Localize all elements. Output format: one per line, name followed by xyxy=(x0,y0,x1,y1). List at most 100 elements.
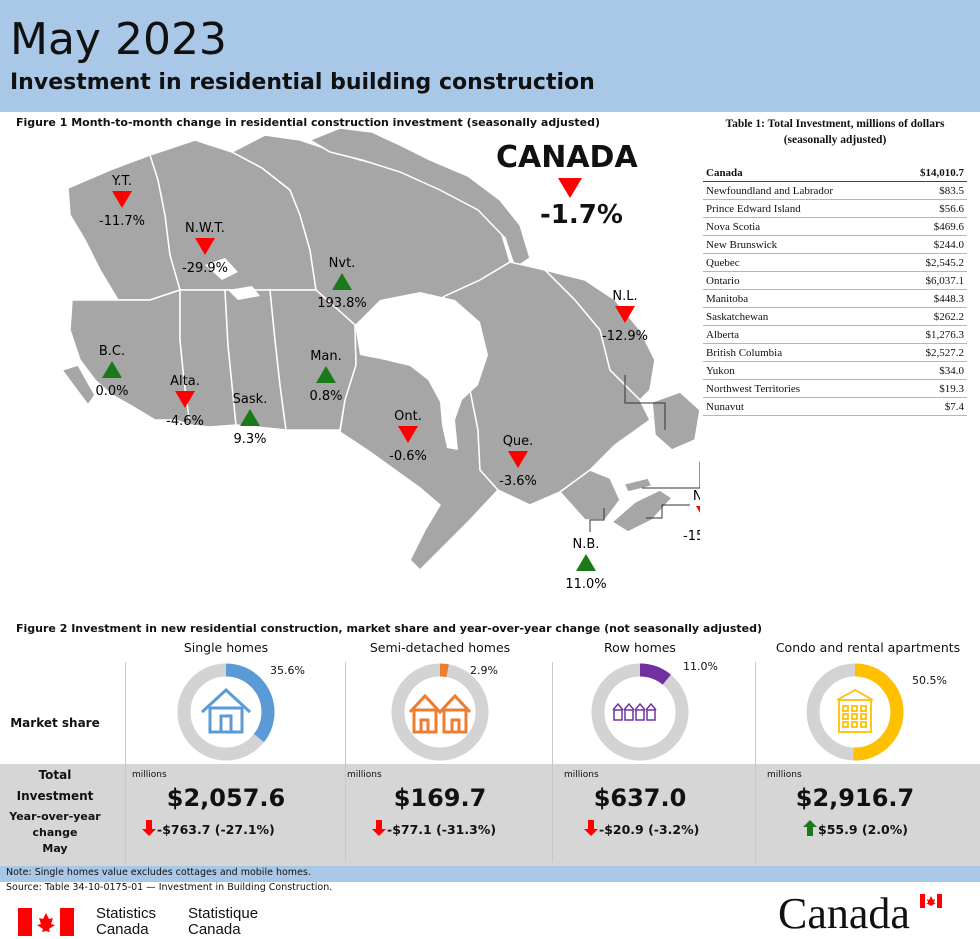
millions-label: millions xyxy=(767,770,802,780)
table-cell-value: $1,276.3 xyxy=(894,325,967,344)
map-pei xyxy=(622,477,654,493)
table-row: Northwest Territories $19.3 xyxy=(703,379,967,398)
yoy-change: $55.9 (2.0%) xyxy=(803,820,908,837)
donut-share-arc xyxy=(591,663,689,761)
up-triangle-icon xyxy=(332,273,352,290)
total-investment-value: $2,916.7 xyxy=(795,784,915,812)
table-cell-name: New Brunswick xyxy=(703,235,895,254)
yoy-change: -$763.7 (-27.1%) xyxy=(142,820,275,837)
region-marker: N.W.T. -29.9% xyxy=(182,221,228,276)
table-cell-value: $244.0 xyxy=(894,235,967,254)
table-row: Quebec $2,545.2 xyxy=(703,253,967,272)
region-abbr: N.B. xyxy=(573,537,600,552)
category-title: Row homes xyxy=(604,640,676,655)
donut-track xyxy=(591,663,689,761)
canada-map: Y.T. -11.7% N.W.T. -29.9% Nvt. 193.8% B.C. 0.0%… xyxy=(60,127,700,592)
yoy-change: -$77.1 (-31.3%) xyxy=(372,820,496,837)
table-cell-value: $7.4 xyxy=(894,397,967,416)
down-arrow-icon xyxy=(584,820,598,836)
wordmark-flag-icon xyxy=(920,894,942,908)
map-great-slave-lake xyxy=(228,286,260,300)
region-marker: N.B. 11.0% xyxy=(565,537,606,592)
region-abbr: N.S. xyxy=(693,489,700,504)
down-arrow-icon xyxy=(142,820,156,836)
down-triangle-icon xyxy=(508,451,528,468)
map-arctic-islands xyxy=(308,127,531,270)
row-homes-icon xyxy=(612,702,657,721)
table1-title-line1: Table 1: Total Investment, millions of d… xyxy=(725,118,945,130)
region-abbr: Que. xyxy=(503,434,534,449)
table-row: Newfoundland and Labrador $83.5 xyxy=(703,181,967,200)
millions-label: millions xyxy=(132,770,167,780)
region-abbr: Ont. xyxy=(394,409,422,424)
table-cell-name: Nunavut xyxy=(703,397,895,416)
header-banner: May 2023 Investment in residential build… xyxy=(0,0,980,112)
category-title: Single homes xyxy=(183,640,269,655)
leader-lines xyxy=(589,375,700,532)
table-cell-name: Northwest Territories xyxy=(703,379,895,398)
table-header-row: Canada $14,010.7 xyxy=(703,164,967,182)
yoy-change-text: -$77.1 (-31.3%) xyxy=(387,822,497,837)
region-abbr: Y.T. xyxy=(111,174,132,189)
region-value: 9.3% xyxy=(233,432,266,447)
total-investment-value: $169.7 xyxy=(393,784,487,812)
statcan-fr-line1: Statistique xyxy=(188,905,259,922)
statcan-fr-line2: Canada xyxy=(188,921,241,938)
statcan-french: Statistique Canada xyxy=(188,906,258,938)
down-triangle-icon xyxy=(112,191,132,208)
total-label-line1: Total xyxy=(38,768,72,782)
totals-band xyxy=(0,764,980,866)
donut-share-arc xyxy=(806,663,904,761)
canada-wordmark: Canada xyxy=(778,889,910,938)
table-row: British Columbia $2,527.2 xyxy=(703,343,967,362)
category-title: Condo and rental apartments xyxy=(775,640,961,655)
map-new-brunswick xyxy=(558,469,621,521)
region-value: -15.4% xyxy=(683,529,700,544)
total-investment-value: $2,057.6 xyxy=(166,784,286,812)
table-row: Nova Scotia $469.6 xyxy=(703,217,967,236)
table1-title: Table 1: Total Investment, millions of d… xyxy=(700,116,970,148)
table-cell-value: $262.2 xyxy=(894,307,967,326)
region-abbr: Sask. xyxy=(233,392,268,407)
region-value: 0.8% xyxy=(309,389,342,404)
house-icon xyxy=(200,687,252,734)
market-share-value: 11.0% xyxy=(683,660,718,673)
down-arrow-icon xyxy=(372,820,386,836)
yoy-change-text: $55.9 (2.0%) xyxy=(818,822,908,837)
statcan-en-line1: Statistics xyxy=(96,905,157,922)
map-nova-scotia xyxy=(610,489,674,533)
column-divider xyxy=(345,662,346,862)
millions-label: millions xyxy=(347,770,382,780)
down-triangle-icon xyxy=(398,426,418,443)
table-row: Yukon $34.0 xyxy=(703,361,967,380)
table-cell-name: Alberta xyxy=(703,325,895,344)
total-investment-value: $637.0 xyxy=(593,784,687,812)
table-cell-value: $448.3 xyxy=(894,289,967,308)
region-marker: Alta. -4.6% xyxy=(166,374,204,429)
table-cell-name: Ontario xyxy=(703,271,895,290)
table-cell-name: British Columbia xyxy=(703,343,895,362)
table-header-name: Canada xyxy=(703,164,895,182)
table-cell-value: $34.0 xyxy=(894,361,967,380)
down-triangle-icon xyxy=(195,238,215,255)
canada-label: CANADA xyxy=(496,140,638,175)
note-text: Note: Single homes value excludes cottag… xyxy=(6,867,311,878)
down-triangle-icon xyxy=(615,306,635,323)
map-vancouver-island xyxy=(60,364,96,407)
region-abbr: N.W.T. xyxy=(185,221,225,236)
yoy-change-text: -$763.7 (-27.1%) xyxy=(157,822,275,837)
region-marker: Nvt. 193.8% xyxy=(317,256,367,311)
table-cell-value: $2,545.2 xyxy=(894,253,967,272)
leader-ns xyxy=(646,504,690,519)
map-hudson-bay xyxy=(355,292,488,420)
region-abbr: Man. xyxy=(310,349,342,364)
yoy-change: -$20.9 (-3.2%) xyxy=(584,820,699,837)
region-marker: B.C. 0.0% xyxy=(95,344,128,399)
table-cell-value: $19.3 xyxy=(894,379,967,398)
up-arrow-icon xyxy=(803,820,817,836)
leader-nl xyxy=(624,375,666,430)
canada-value: -1.7% xyxy=(540,200,623,230)
market-share-value: 50.5% xyxy=(912,674,947,687)
table-row: Nunavut $7.4 xyxy=(703,397,967,416)
table-cell-value: $83.5 xyxy=(894,181,967,200)
